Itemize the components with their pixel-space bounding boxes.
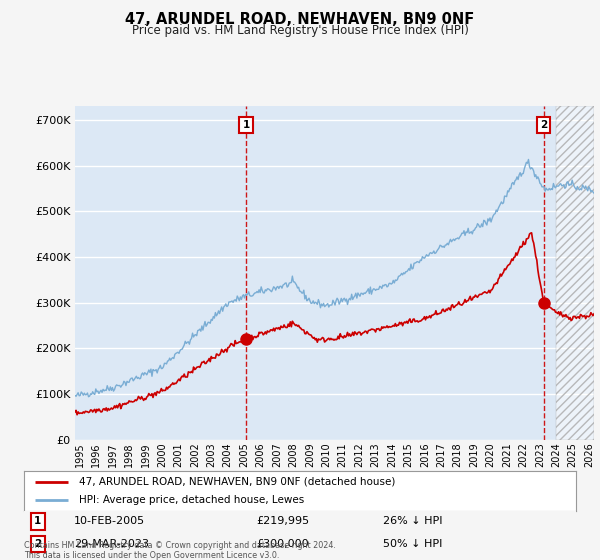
- Text: 1: 1: [34, 516, 41, 526]
- Text: 50% ↓ HPI: 50% ↓ HPI: [383, 539, 442, 549]
- Text: £300,000: £300,000: [256, 539, 308, 549]
- Text: Contains HM Land Registry data © Crown copyright and database right 2024.
This d: Contains HM Land Registry data © Crown c…: [24, 540, 336, 560]
- Text: 2: 2: [540, 120, 547, 130]
- Text: £219,995: £219,995: [256, 516, 309, 526]
- Text: 26% ↓ HPI: 26% ↓ HPI: [383, 516, 442, 526]
- Text: Price paid vs. HM Land Registry's House Price Index (HPI): Price paid vs. HM Land Registry's House …: [131, 24, 469, 37]
- Text: 2: 2: [34, 539, 41, 549]
- Text: 1: 1: [242, 120, 250, 130]
- Text: HPI: Average price, detached house, Lewes: HPI: Average price, detached house, Lewe…: [79, 496, 304, 505]
- Text: 10-FEB-2005: 10-FEB-2005: [74, 516, 145, 526]
- Text: 47, ARUNDEL ROAD, NEWHAVEN, BN9 0NF: 47, ARUNDEL ROAD, NEWHAVEN, BN9 0NF: [125, 12, 475, 27]
- Text: 29-MAR-2023: 29-MAR-2023: [74, 539, 149, 549]
- Text: 47, ARUNDEL ROAD, NEWHAVEN, BN9 0NF (detached house): 47, ARUNDEL ROAD, NEWHAVEN, BN9 0NF (det…: [79, 477, 395, 487]
